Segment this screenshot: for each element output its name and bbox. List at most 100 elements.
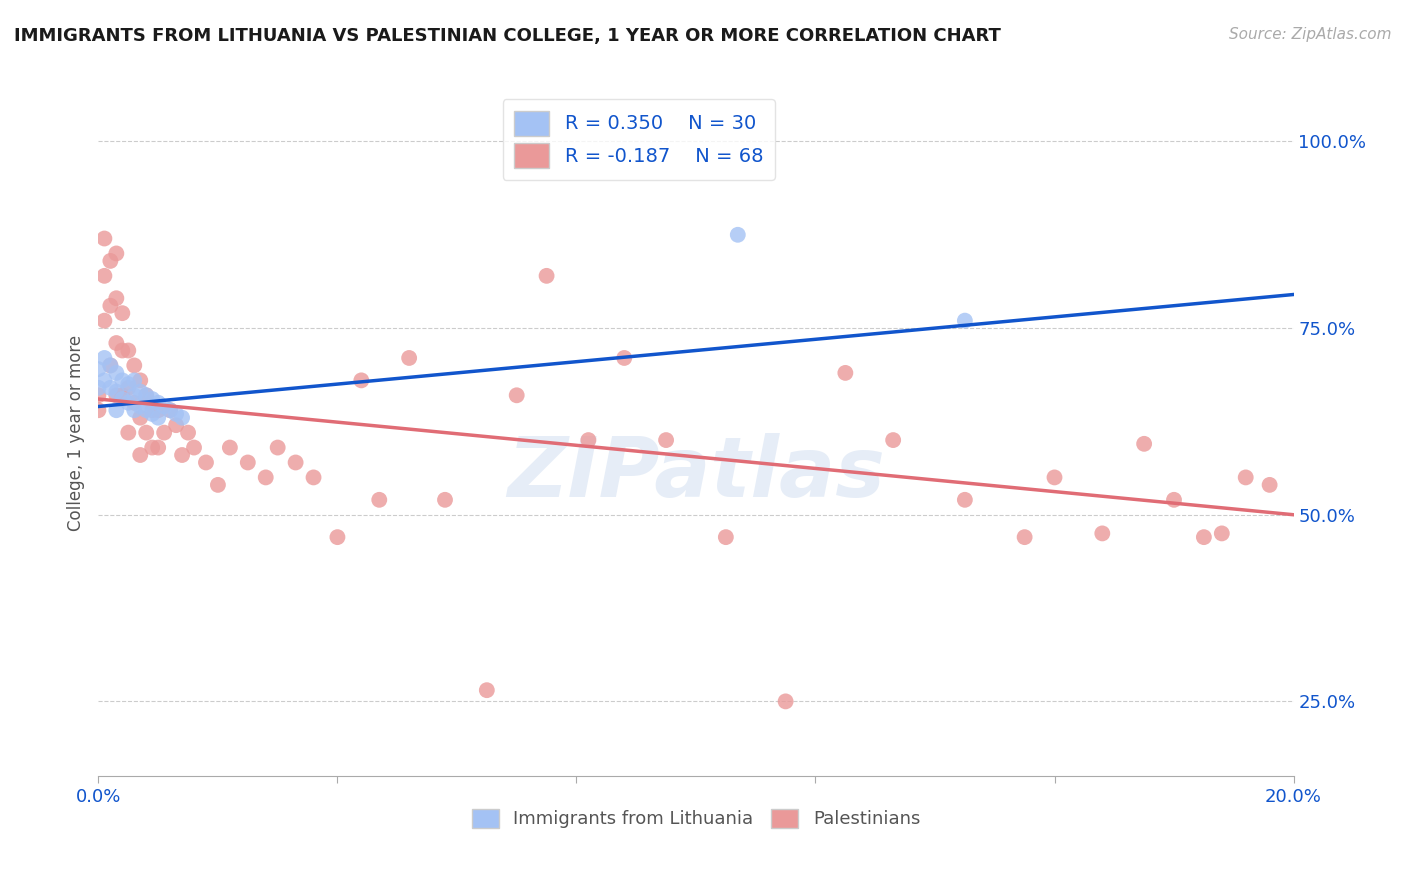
Point [124,388,146,402]
Point [129,400,152,414]
Point [129,410,152,425]
Point [124,359,146,373]
Point [148,396,170,410]
Point [135,388,157,402]
Point [111,343,134,358]
Point [613,351,636,365]
Point [475,683,498,698]
Point [1192,530,1215,544]
Point [105,246,128,260]
Point [302,470,325,484]
Point [98,253,122,268]
Point [578,433,600,447]
Point [93,268,115,283]
Point [148,410,170,425]
Point [124,373,146,387]
Point [953,492,976,507]
Point [93,373,115,387]
Point [1133,437,1156,451]
Point [714,530,737,544]
Point [105,336,128,351]
Point [536,268,558,283]
Point [350,373,373,387]
Point [882,433,904,447]
Point [117,343,139,358]
Point [368,492,391,507]
Point [124,403,146,417]
Point [87,403,110,417]
Point [141,407,163,421]
Point [953,313,976,327]
Point [254,470,277,484]
Point [111,388,134,402]
Point [284,455,307,469]
Point [398,351,420,365]
Point [105,388,128,402]
Point [148,403,170,417]
Point [93,351,115,365]
Point [1211,526,1233,541]
Point [1234,470,1257,484]
Point [124,396,146,410]
Point [141,403,163,417]
Point [117,381,139,395]
Point [195,455,218,469]
Point [1043,470,1066,484]
Point [148,441,170,455]
Point [183,441,205,455]
Point [135,388,157,402]
Point [98,359,122,373]
Y-axis label: College, 1 year or more: College, 1 year or more [66,334,84,531]
Point [326,530,349,544]
Point [153,400,176,414]
Point [129,384,152,399]
Point [98,381,122,395]
Point [153,425,176,440]
Point [434,492,457,507]
Point [655,433,678,447]
Point [159,403,181,417]
Point [105,291,128,305]
Point [165,407,187,421]
Point [98,299,122,313]
Legend: Immigrants from Lithuania, Palestinians: Immigrants from Lithuania, Palestinians [464,801,928,836]
Point [87,388,110,402]
Point [172,448,194,462]
Point [834,366,856,380]
Point [105,403,128,417]
Point [111,306,134,320]
Point [87,362,110,376]
Point [1258,478,1281,492]
Point [129,448,152,462]
Point [775,694,797,708]
Point [727,227,749,242]
Point [87,381,110,395]
Point [236,455,259,469]
Point [105,384,128,399]
Point [1014,530,1036,544]
Point [172,410,194,425]
Point [135,403,157,417]
Point [93,313,115,327]
Point [159,403,181,417]
Point [135,425,157,440]
Point [117,377,139,392]
Point [111,373,134,387]
Point [267,441,290,455]
Point [506,388,529,402]
Text: ZIPatlas: ZIPatlas [508,434,884,515]
Point [117,425,139,440]
Point [165,418,187,433]
Point [219,441,242,455]
Point [141,441,163,455]
Point [207,478,229,492]
Point [177,425,200,440]
Text: Source: ZipAtlas.com: Source: ZipAtlas.com [1229,27,1392,42]
Point [1091,526,1114,541]
Point [117,396,139,410]
Point [105,366,128,380]
Point [111,392,134,406]
Point [141,392,163,406]
Point [98,359,122,373]
Point [1163,492,1185,507]
